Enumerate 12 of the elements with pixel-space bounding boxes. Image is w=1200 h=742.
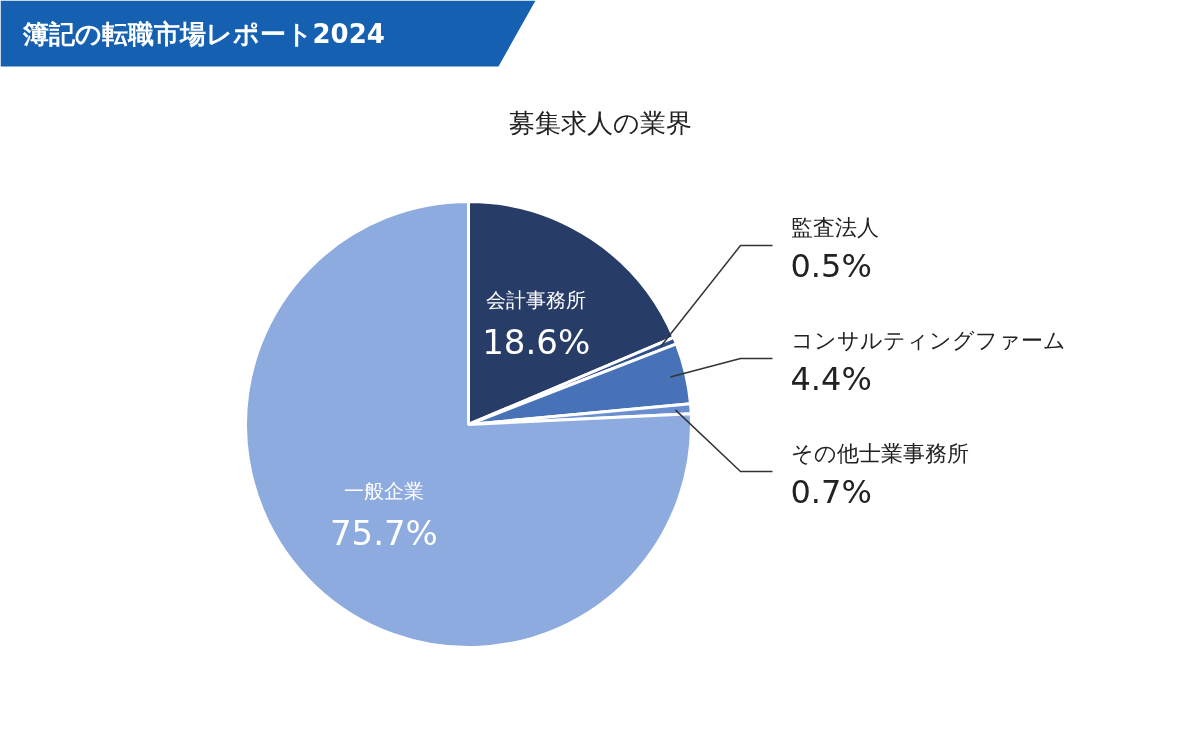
data-label: 4.4%	[790, 359, 872, 398]
text: 簿記の転職市場レポート2024	[21, 18, 385, 49]
slice-label: 会計事務所	[486, 288, 587, 313]
slice-label: 監査法人	[790, 215, 879, 240]
slice-label: その他士業事務所	[790, 441, 969, 466]
data-label: 0.7%	[790, 472, 872, 511]
chart-title: 募集求人の業界	[509, 107, 692, 138]
data-label: 75.7%	[329, 513, 438, 554]
data-label: 0.5%	[790, 246, 872, 285]
slice-label: 一般企業	[343, 479, 424, 504]
slice-label: コンサルティングファーム	[790, 328, 1066, 353]
data-label: 18.6%	[482, 322, 591, 363]
